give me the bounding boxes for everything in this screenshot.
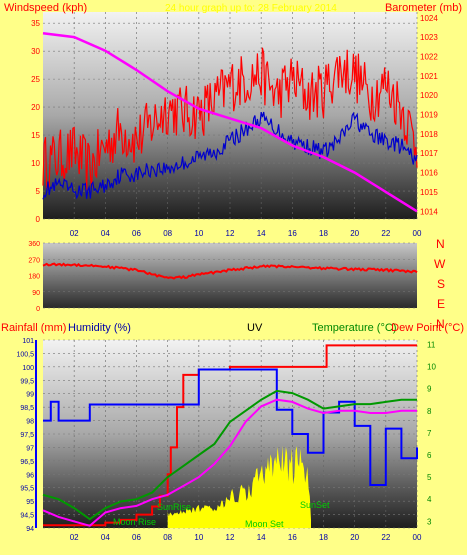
sun-rise-annotation: SunRise <box>157 502 191 512</box>
wind-x-tick-label: 04 <box>101 229 110 238</box>
barometer-tick-label: 1018 <box>420 130 438 139</box>
rain-x-tick-label: 08 <box>163 533 172 542</box>
humidity-series-line <box>43 368 418 486</box>
temperature-tick-label: 8 <box>427 407 432 416</box>
compass-west: W <box>434 257 446 271</box>
barometer-axis-label: Barometer (mb) <box>385 2 462 14</box>
moon-set-annotation: Moon Set <box>245 519 284 529</box>
moon-rise-annotation: Moon Rise <box>113 517 156 527</box>
humidity-tick-label: 95,5 <box>20 486 34 493</box>
temperature-tick-label: 5 <box>427 473 432 482</box>
wind-direction-line <box>42 262 418 280</box>
windspeed-tick-label: 0 <box>36 215 41 224</box>
rainfall-series-line <box>43 344 417 527</box>
direction-tick-label: 270 <box>28 257 40 264</box>
wind-x-tick-label: 06 <box>132 229 141 238</box>
wind-x-tick-label: 16 <box>288 229 297 238</box>
temperature-tick-label: 11 <box>427 340 436 349</box>
humidity-tick-label: 100,5 <box>16 351 34 358</box>
compass-north-bottom: N <box>436 317 445 331</box>
windspeed-tick-label: 20 <box>31 103 40 112</box>
humidity-tick-label: 95 <box>26 499 34 506</box>
humidity-tick-label: 98 <box>26 419 34 426</box>
rain-x-tick-label: 12 <box>226 533 235 542</box>
barometer-tick-label: 1014 <box>420 207 438 216</box>
humidity-tick-label: 99 <box>26 392 34 399</box>
barometer-tick-label: 1019 <box>420 111 438 120</box>
wind-x-tick-label: 18 <box>319 229 328 238</box>
temperature-series-line <box>42 389 417 521</box>
barometer-tick-label: 1022 <box>420 52 438 61</box>
windspeed-tick-label: 5 <box>36 187 41 196</box>
windspeed-tick-label: 25 <box>31 75 40 84</box>
humidity-tick-label: 97,5 <box>20 432 34 439</box>
rain-x-tick-label: 18 <box>319 533 328 542</box>
temperature-tick-label: 9 <box>427 385 432 394</box>
humidity-axis-label: Humidity (%) <box>68 322 131 334</box>
dewpoint-axis-label: Dew Point (°C) <box>391 322 464 334</box>
humidity-tick-label: 99,5 <box>20 378 34 385</box>
barometer-tick-label: 1020 <box>420 91 438 100</box>
rain-x-tick-label: 02 <box>70 533 79 542</box>
windspeed-tick-label: 15 <box>31 131 40 140</box>
barometer-tick-label: 1015 <box>420 188 438 197</box>
humidity-tick-label: 101 <box>22 338 34 345</box>
compass-east: E <box>437 297 445 311</box>
humidity-tick-label: 94,5 <box>20 513 34 520</box>
wind-x-tick-label: 22 <box>381 229 390 238</box>
rain-x-tick-label: 20 <box>350 533 359 542</box>
humidity-tick-label: 96,5 <box>20 459 34 466</box>
windspeed-tick-label: 30 <box>31 47 40 56</box>
barometer-tick-label: 1023 <box>420 33 438 42</box>
direction-tick-label: 180 <box>28 274 40 281</box>
rain-x-tick-label: 22 <box>381 533 390 542</box>
humidity-tick-label: 96 <box>26 472 34 479</box>
humidity-tick-label: 98,5 <box>20 405 34 412</box>
rain-x-tick-label: 04 <box>101 533 110 542</box>
temperature-tick-label: 6 <box>427 451 432 460</box>
humidity-tick-label: 94 <box>26 526 34 533</box>
barometer-tick-label: 1024 <box>420 14 438 23</box>
dewpoint-series-line <box>42 398 417 527</box>
temperature-tick-label: 3 <box>427 517 432 526</box>
direction-tick-label: 360 <box>28 241 40 248</box>
temperature-tick-label: 7 <box>427 429 432 438</box>
wind-x-tick-label: 00 <box>413 229 422 238</box>
wind-x-tick-label: 02 <box>70 229 79 238</box>
humidity-tick-label: 100 <box>22 365 34 372</box>
compass-south: S <box>437 277 445 291</box>
direction-tick-label: 0 <box>36 306 40 313</box>
windspeed-tick-label: 35 <box>31 19 40 28</box>
barometer-tick-label: 1017 <box>420 149 438 158</box>
temperature-axis-label: Temperature (°C) <box>312 322 396 334</box>
rain-x-tick-label: 00 <box>413 533 422 542</box>
sun-set-annotation: SunSet <box>300 500 330 510</box>
avg-series-line <box>42 111 418 200</box>
rain-x-tick-label: 14 <box>257 533 266 542</box>
rain-x-tick-label: 16 <box>288 533 297 542</box>
temperature-tick-label: 10 <box>427 363 436 372</box>
wind-x-tick-label: 08 <box>163 229 172 238</box>
barometer-tick-label: 1016 <box>420 169 438 178</box>
wind-x-tick-label: 12 <box>226 229 235 238</box>
uv-area <box>167 445 311 528</box>
baro-series-line <box>42 32 418 213</box>
windspeed-tick-label: 10 <box>31 159 40 168</box>
barometer-tick-label: 1021 <box>420 72 438 81</box>
wind-x-tick-label: 20 <box>350 229 359 238</box>
wind-x-tick-label: 10 <box>194 229 203 238</box>
rain-x-tick-label: 10 <box>194 533 203 542</box>
rainfall-axis-label: Rainfall (mm) <box>1 322 66 334</box>
uv-label: UV <box>247 322 263 334</box>
temperature-tick-label: 4 <box>427 495 432 504</box>
graph-title: 24 hour graph up to: 28 February 2014 <box>165 3 337 14</box>
humidity-tick-label: 97 <box>26 445 34 452</box>
rain-x-tick-label: 06 <box>132 533 141 542</box>
compass-north-top: N <box>436 237 445 251</box>
wind-x-tick-label: 14 <box>257 229 266 238</box>
gust-series-line <box>42 47 418 191</box>
direction-tick-label: 90 <box>32 290 40 297</box>
windspeed-axis-label: Windspeed (kph) <box>4 2 87 14</box>
